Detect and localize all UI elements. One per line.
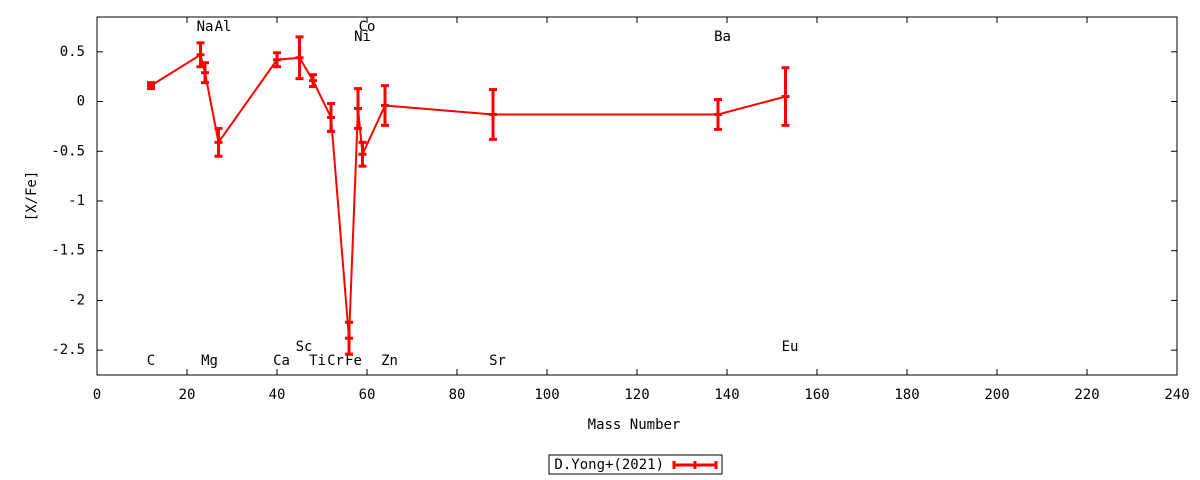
error-bar xyxy=(381,84,389,127)
x-tick-label: 80 xyxy=(449,387,466,403)
x-tick-label: 240 xyxy=(1164,387,1189,403)
x-tick-label: 40 xyxy=(269,387,286,403)
error-bar xyxy=(714,98,722,131)
error-bar xyxy=(295,35,304,81)
x-tick-label: 60 xyxy=(359,387,376,403)
element-label: Sr xyxy=(489,353,506,369)
legend-box xyxy=(548,454,723,475)
legend-label: D.Yong+(2021) xyxy=(554,457,664,473)
element-label: Co xyxy=(359,19,376,35)
element-label: Ba xyxy=(714,29,731,45)
element-label: Eu xyxy=(782,339,799,355)
element-label: Cr xyxy=(327,353,344,369)
element-label: Al xyxy=(215,19,232,35)
x-tick-label: 220 xyxy=(1074,387,1099,403)
element-label: Ca xyxy=(273,353,290,369)
element-label: Mg xyxy=(201,353,218,369)
error-bar xyxy=(345,320,353,356)
x-tick-label: 120 xyxy=(624,387,649,403)
error-bar xyxy=(201,61,209,85)
x-tick-label: 180 xyxy=(894,387,919,403)
element-label: Na xyxy=(197,19,214,35)
element-label: C xyxy=(147,353,155,369)
y-tick-label: 0 xyxy=(77,94,85,110)
element-label: Zn xyxy=(381,353,398,369)
error-bar xyxy=(327,102,335,133)
x-tick-label: 100 xyxy=(534,387,559,403)
element-label: Sc xyxy=(296,339,313,355)
y-tick-label: -2 xyxy=(68,292,85,308)
y-tick-label: -2.5 xyxy=(51,342,85,358)
error-bar xyxy=(273,51,281,69)
error-bar xyxy=(781,66,790,127)
x-tick-label: 160 xyxy=(804,387,829,403)
x-tick-label: 140 xyxy=(714,387,739,403)
error-bar xyxy=(489,88,497,141)
error-bar xyxy=(147,81,155,91)
element-label: Ti xyxy=(309,353,326,369)
x-tick-label: 20 xyxy=(179,387,196,403)
element-label: Fe xyxy=(345,353,362,369)
series-line xyxy=(150,53,786,339)
x-axis-label: Mass Number xyxy=(588,417,681,433)
x-tick-label: 0 xyxy=(93,387,101,403)
error-bar xyxy=(358,140,367,168)
element-label: Ni xyxy=(354,29,371,45)
y-tick-label: -1 xyxy=(68,193,85,209)
error-bar xyxy=(196,41,205,69)
x-tick-label: 200 xyxy=(984,387,1009,403)
y-axis-label: [X/Fe] xyxy=(24,171,40,222)
y-tick-label: -0.5 xyxy=(51,143,85,159)
error-bar xyxy=(354,87,362,130)
error-bar xyxy=(309,73,317,89)
error-bar xyxy=(214,126,223,158)
plot-frame xyxy=(96,16,1178,376)
y-tick-label: -1.5 xyxy=(51,243,85,259)
y-tick-label: 0.5 xyxy=(60,44,85,60)
